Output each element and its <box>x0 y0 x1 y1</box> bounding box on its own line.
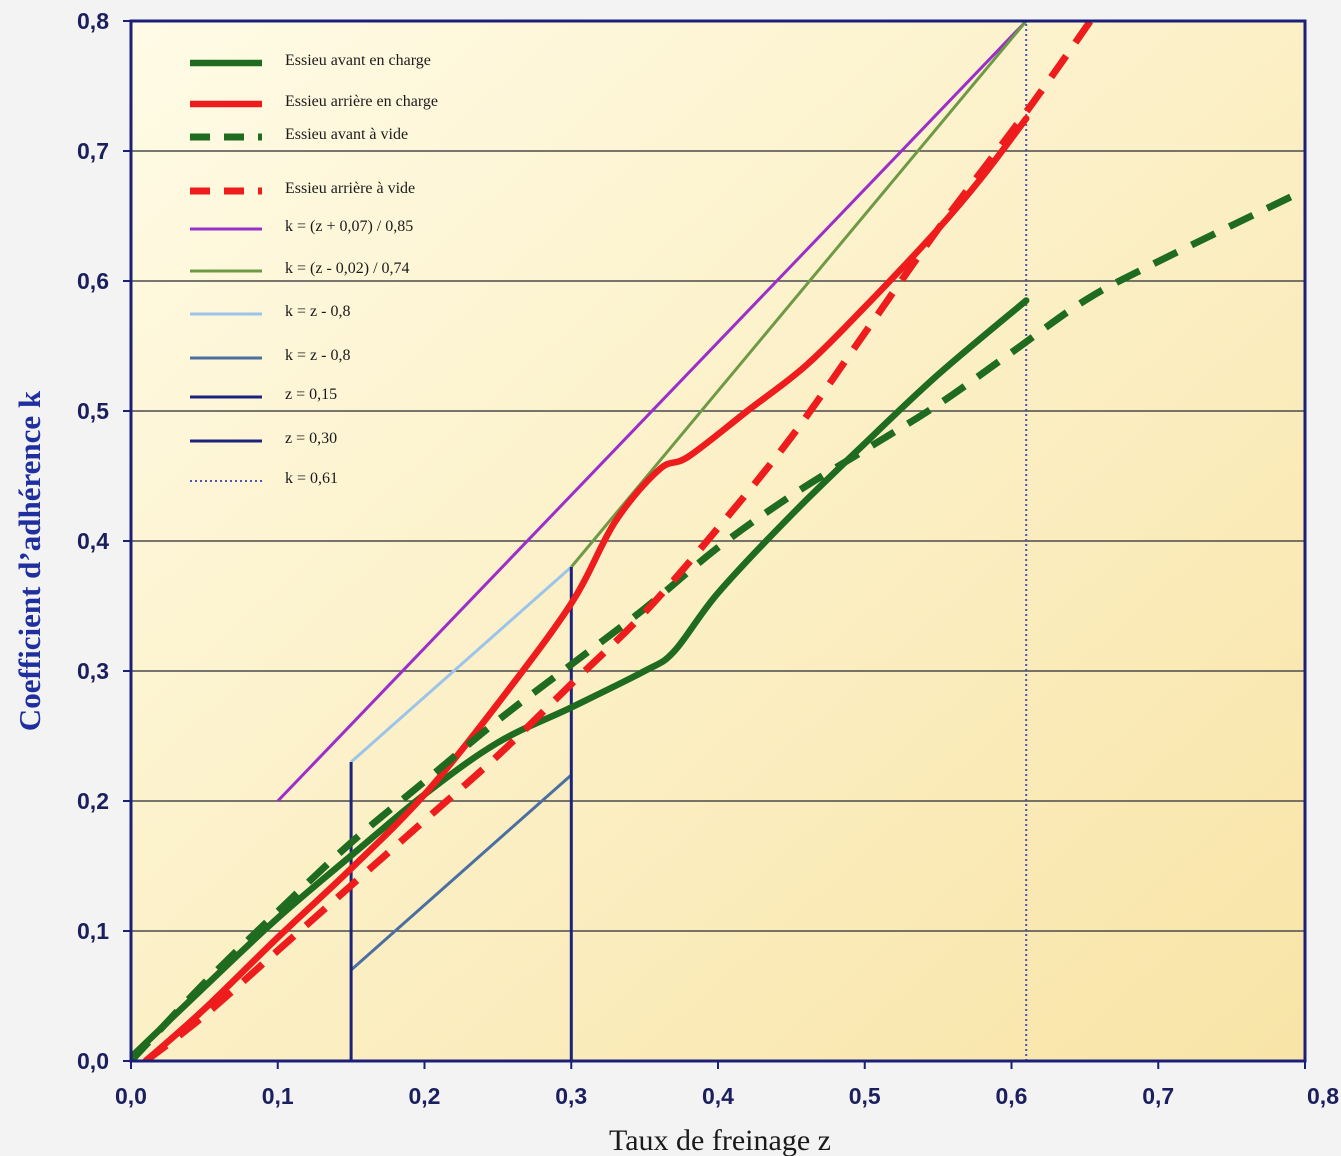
y-tick-label: 0,4 <box>77 528 109 554</box>
grid-lines <box>131 150 1305 932</box>
legend-label: k = z - 0,8 <box>285 303 350 320</box>
x-tick-label: 0,8 <box>1307 1083 1339 1109</box>
series-line-5 <box>276 19 1028 803</box>
y-tick-label: 0,0 <box>77 1048 109 1074</box>
x-tick-label: 0,2 <box>409 1083 441 1109</box>
legend-label: Essieu avant en charge <box>285 52 431 69</box>
y-tick-label: 0,1 <box>77 918 109 944</box>
x-axis-title: Taux de freinage z <box>609 1124 831 1156</box>
x-tick-label: 0,0 <box>115 1083 147 1109</box>
y-tick-label: 0,7 <box>77 138 109 164</box>
x-tick-label: 0,5 <box>849 1083 881 1109</box>
x-tick-label: 0,3 <box>555 1083 587 1109</box>
series-line-8 <box>350 773 573 972</box>
y-tick-label: 0,2 <box>77 788 109 814</box>
series-line-7 <box>350 565 573 764</box>
legend-label: k = 0,61 <box>285 470 338 487</box>
y-tick-label: 0,8 <box>77 8 109 34</box>
legend-label: Essieu avant à vide <box>285 126 408 143</box>
series-lines <box>131 19 1305 1061</box>
series-line-4 <box>143 19 1097 1061</box>
y-axis-title: Coefficient d’adhérence k <box>12 390 47 731</box>
y-tick-label: 0,5 <box>77 398 109 424</box>
series-line-3 <box>131 186 1305 1061</box>
legend-label: k = z - 0,8 <box>285 347 350 364</box>
y-tick-label: 0,6 <box>77 268 109 294</box>
legend: Essieu avant en charge Essieu arrière en … <box>190 52 438 487</box>
y-tick-label: 0,3 <box>77 658 109 684</box>
series-line-2 <box>142 115 1030 1061</box>
series-line-1 <box>131 297 1030 1061</box>
axis-ticks: 0,0 0,1 0,2 0,3 0,4 0,5 0,6 0,7 0,8 0,0 0,1 0,2 0,3 0… <box>77 8 1339 1109</box>
legend-label: z = 0,30 <box>285 430 337 447</box>
x-tick-label: 0,1 <box>262 1083 294 1109</box>
x-tick-label: 0,6 <box>996 1083 1028 1109</box>
x-tick-label: 0,4 <box>702 1083 734 1109</box>
series-line-6 <box>570 20 1028 568</box>
legend-label: z = 0,15 <box>285 386 337 403</box>
legend-label: Essieu arrière en charge <box>285 93 438 110</box>
legend-label: k = (z + 0,07) / 0,85 <box>285 218 413 235</box>
legend-label: Essieu arrière à vide <box>285 180 415 197</box>
x-tick-label: 0,7 <box>1142 1083 1174 1109</box>
legend-label: k = (z - 0,02) / 0,74 <box>285 260 410 277</box>
